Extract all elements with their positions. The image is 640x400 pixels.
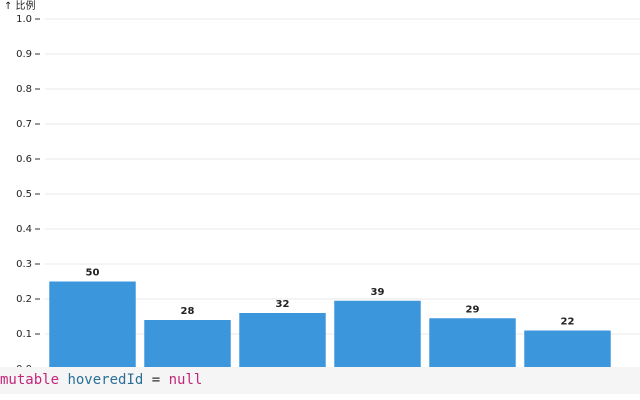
- bar: [429, 318, 516, 367]
- bar-label: 39: [371, 287, 385, 298]
- y-tick-label: 0.5: [16, 189, 32, 200]
- bar: [49, 281, 136, 367]
- bar-label: 28: [181, 306, 195, 317]
- bar-label: 29: [466, 304, 480, 315]
- y-tick-label: 0.3: [16, 259, 32, 270]
- chart: ↑ 比例 0.0 0.1 0.2 0.3 0.4 0.5 0.6 0.7 0.8 0.9 1.0 50…: [4, 0, 640, 367]
- y-tick-label: 0.1: [16, 329, 32, 340]
- bar: [334, 300, 421, 367]
- y-tick-label: 0.4: [16, 224, 32, 235]
- y-tick-label: 0.8: [16, 84, 32, 95]
- y-tick-label: 1.0: [16, 14, 32, 25]
- y-tick-label: 0.2: [16, 294, 32, 305]
- code-name: hoveredId: [67, 372, 144, 388]
- y-tick-label: 0.6: [16, 154, 32, 165]
- code-keyword: mutable: [0, 372, 60, 388]
- bar-label: 32: [276, 299, 290, 310]
- bar-label: 22: [561, 317, 575, 328]
- y-tick-label: 0.7: [16, 119, 32, 130]
- y-axis-label: ↑ 比例: [4, 0, 36, 12]
- code-cell[interactable]: mutable hoveredId = null: [0, 367, 640, 394]
- y-tick-label: 0.9: [16, 49, 32, 60]
- bar: [144, 320, 231, 367]
- bar-label: 50: [86, 268, 100, 279]
- code-value: null: [168, 372, 203, 388]
- code-operator: =: [151, 372, 161, 388]
- y-tick-label: 0.0: [16, 364, 32, 367]
- bar: [239, 313, 326, 367]
- bar: [524, 330, 611, 367]
